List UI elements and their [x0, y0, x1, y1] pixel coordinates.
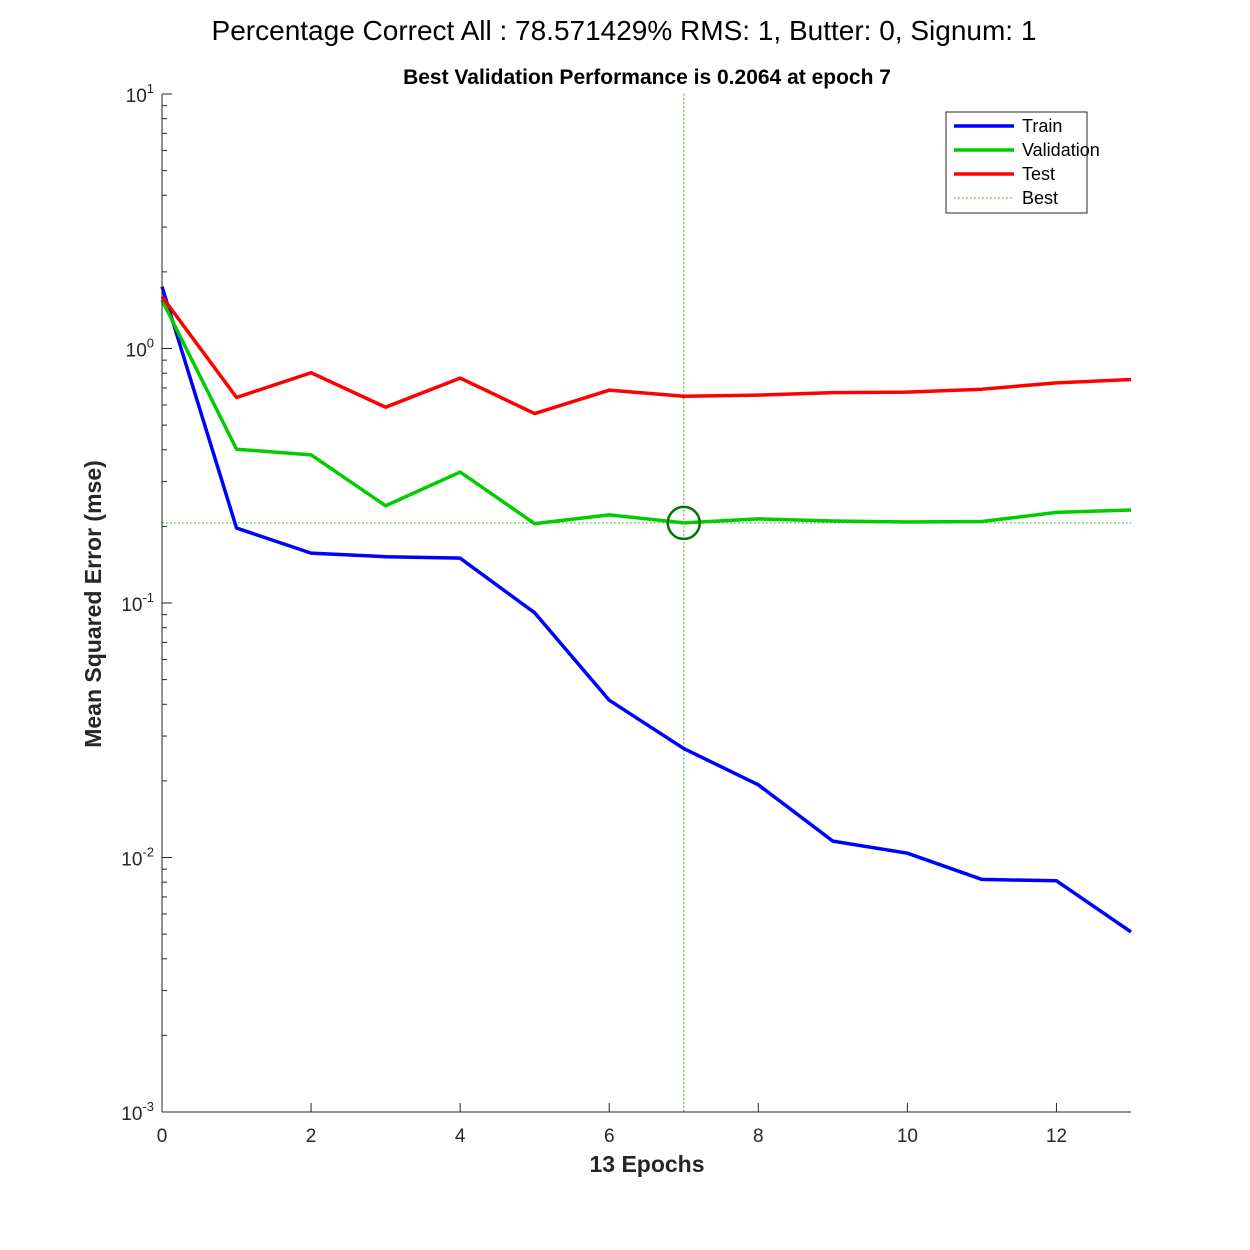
x-tick-label: 12 — [1046, 1126, 1067, 1147]
x-tick-label: 8 — [753, 1126, 764, 1147]
legend-label-test: Test — [1022, 164, 1055, 184]
x-axis-label: 13 Epochs — [589, 1151, 704, 1177]
x-tick-label: 10 — [897, 1126, 918, 1147]
legend: Train Validation Test Best — [945, 111, 1100, 214]
best-circle-layer — [666, 505, 702, 541]
series-line-test — [160, 295, 1132, 416]
x-axis-ticks: 0 2 4 6 8 10 12 — [157, 1103, 1067, 1147]
y-tick-label: 10-1 — [121, 590, 154, 616]
series-line-validation — [160, 299, 1132, 526]
y-axis-label: Mean Squared Error (mse) — [80, 460, 106, 748]
chart-title: Best Validation Performance is 0.2064 at… — [403, 66, 891, 89]
x-tick-label: 4 — [455, 1126, 466, 1147]
legend-label-train: Train — [1022, 116, 1062, 136]
y-tick-label: 10-2 — [121, 845, 154, 871]
best-marker-lines — [162, 94, 1131, 1112]
best-point-marker — [666, 505, 702, 541]
legend-box — [945, 111, 1088, 214]
chart-suptitle: Percentage Correct All : 78.571429% RMS:… — [212, 15, 1037, 46]
x-tick-label: 2 — [306, 1126, 317, 1147]
y-axis-ticks: 101 100 10-1 10-2 10-3 — [121, 81, 172, 1125]
series-lines — [160, 286, 1132, 934]
x-tick-label: 6 — [604, 1126, 615, 1147]
axes — [161, 94, 1131, 1113]
y-tick-label: 10-3 — [121, 1099, 154, 1125]
series-line-train — [160, 286, 1132, 934]
legend-label-best: Best — [1022, 188, 1058, 208]
x-tick-label: 0 — [157, 1126, 168, 1147]
legend-label-validation: Validation — [1022, 140, 1100, 160]
y-tick-label: 100 — [126, 336, 154, 362]
y-tick-label: 101 — [126, 81, 154, 107]
